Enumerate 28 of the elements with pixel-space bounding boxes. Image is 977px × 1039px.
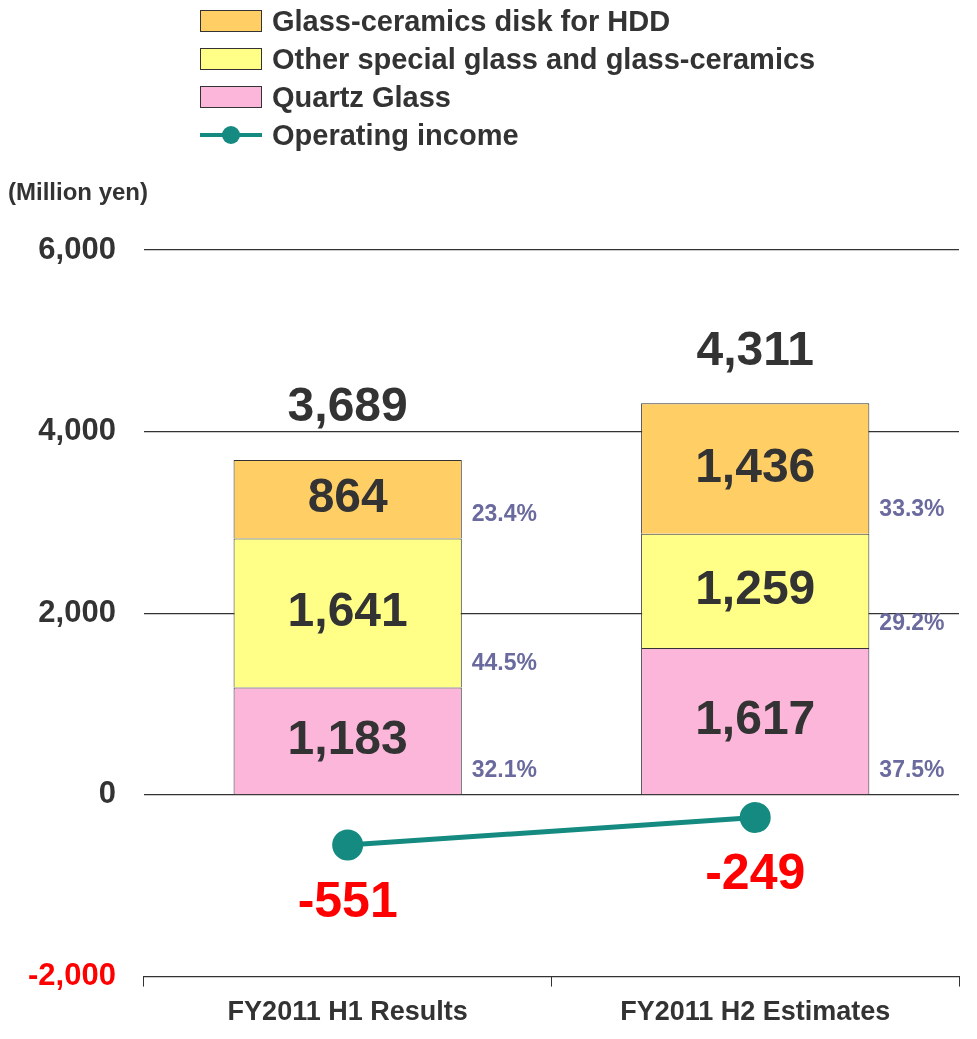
data-label: 1,617 — [695, 691, 816, 745]
annotation: 33.3% — [879, 495, 945, 522]
y-axis-title: (Million yen) — [8, 178, 148, 206]
annotation: 32.1% — [471, 755, 538, 782]
total-label: 3,689 — [287, 378, 408, 432]
data-label: 1,641 — [287, 583, 408, 637]
annotation: 37.5% — [879, 755, 945, 782]
legend-label: Operating income — [272, 118, 519, 152]
y-tick-label: 0 — [98, 775, 116, 811]
legend-label: Quartz Glass — [272, 80, 451, 114]
data-label: 864 — [307, 469, 389, 523]
annotation: 29.2% — [879, 609, 945, 636]
data-label: -249 — [705, 844, 806, 901]
data-label: -551 — [297, 871, 398, 928]
y-tick-label: 2,000 — [38, 593, 116, 629]
data-label: 1,183 — [287, 711, 408, 765]
annotation: 44.5% — [471, 648, 538, 675]
annotation: 23.4% — [471, 499, 538, 526]
y-tick-label: 6,000 — [38, 230, 116, 266]
y-tick-label: 4,000 — [38, 412, 116, 448]
y-tick-label: -2,000 — [27, 957, 116, 993]
data-label: 1,259 — [695, 561, 816, 615]
x-tick-label: FY2011 H2 Estimates — [620, 996, 891, 1027]
data-label: 1,436 — [695, 438, 816, 492]
total-label: 4,311 — [696, 321, 814, 375]
legend-label: Other special glass and glass-ceramics — [272, 42, 816, 76]
legend-label: Glass-ceramics disk for HDD — [272, 4, 671, 38]
x-tick-label: FY2011 H1 Results — [227, 996, 468, 1027]
